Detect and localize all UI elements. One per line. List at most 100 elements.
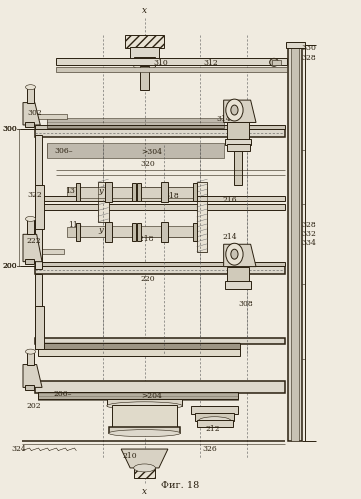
Bar: [197, 420, 232, 427]
Bar: [193, 223, 197, 241]
Bar: [130, 47, 159, 58]
Text: 220: 220: [140, 275, 155, 283]
Bar: [80, 227, 105, 238]
Polygon shape: [224, 100, 256, 122]
Bar: [161, 182, 168, 202]
Text: 214: 214: [223, 234, 238, 242]
Text: 328: 328: [301, 222, 316, 230]
Text: 202: 202: [27, 402, 42, 410]
Text: 306–: 306–: [54, 147, 73, 155]
Bar: [25, 122, 34, 127]
Bar: [98, 182, 109, 222]
Text: 216: 216: [223, 196, 238, 204]
Bar: [98, 182, 109, 222]
Bar: [137, 183, 141, 201]
Text: 312: 312: [204, 59, 219, 67]
Bar: [134, 468, 155, 478]
Bar: [227, 122, 249, 140]
Bar: [168, 227, 193, 238]
Text: 318: 318: [164, 192, 179, 200]
Bar: [197, 182, 208, 251]
Text: 308: 308: [238, 300, 253, 308]
Ellipse shape: [134, 464, 155, 472]
Text: 324: 324: [12, 445, 26, 453]
Bar: [39, 349, 240, 356]
Bar: [47, 143, 224, 158]
Text: 330: 330: [301, 44, 316, 52]
Bar: [39, 343, 240, 350]
Bar: [132, 223, 136, 241]
Bar: [226, 281, 251, 289]
Bar: [35, 114, 67, 119]
Bar: [161, 222, 168, 242]
Bar: [234, 151, 242, 185]
Bar: [107, 399, 182, 406]
Bar: [56, 67, 287, 72]
Bar: [76, 223, 80, 241]
Bar: [56, 58, 287, 65]
Text: >304: >304: [141, 148, 162, 156]
Bar: [35, 381, 285, 393]
Ellipse shape: [231, 105, 238, 115]
Bar: [35, 266, 285, 274]
Bar: [112, 227, 137, 238]
Bar: [25, 259, 34, 264]
Bar: [272, 60, 281, 65]
Bar: [197, 182, 208, 251]
Bar: [67, 227, 208, 237]
Bar: [112, 405, 177, 428]
Bar: [112, 187, 137, 198]
Bar: [35, 185, 44, 230]
Text: 222: 222: [27, 237, 42, 245]
Bar: [105, 182, 112, 202]
Text: 200–: 200–: [3, 262, 21, 270]
Text: 212: 212: [206, 425, 220, 433]
Bar: [76, 183, 80, 201]
Bar: [105, 222, 112, 242]
Bar: [35, 262, 285, 266]
Polygon shape: [23, 235, 42, 261]
Ellipse shape: [231, 249, 238, 259]
Bar: [291, 45, 299, 441]
Bar: [39, 392, 238, 400]
Text: 206–: 206–: [54, 390, 73, 398]
Bar: [226, 139, 251, 145]
Bar: [137, 223, 141, 241]
Text: 300–: 300–: [3, 125, 21, 133]
Bar: [168, 187, 193, 198]
Bar: [136, 187, 161, 198]
Ellipse shape: [270, 58, 278, 66]
Bar: [227, 144, 249, 151]
Bar: [195, 413, 234, 421]
Text: x: x: [142, 487, 147, 496]
Bar: [35, 306, 44, 349]
Bar: [134, 57, 155, 66]
Ellipse shape: [199, 417, 231, 425]
Bar: [35, 129, 285, 137]
Ellipse shape: [134, 63, 155, 69]
Text: –218: –218: [135, 236, 154, 244]
Bar: [67, 187, 208, 197]
Text: 302: 302: [28, 109, 42, 117]
Bar: [35, 338, 285, 344]
Bar: [27, 352, 34, 365]
Polygon shape: [23, 365, 42, 387]
Polygon shape: [224, 244, 256, 266]
Bar: [39, 392, 238, 399]
Text: y: y: [99, 187, 103, 195]
Text: 300–: 300–: [3, 125, 21, 133]
Ellipse shape: [109, 430, 180, 437]
Bar: [191, 406, 238, 414]
Bar: [109, 427, 180, 433]
Bar: [35, 249, 64, 254]
Ellipse shape: [26, 85, 36, 90]
Ellipse shape: [107, 402, 182, 410]
Bar: [27, 220, 34, 235]
Text: 322: 322: [27, 191, 42, 199]
Bar: [140, 66, 149, 90]
Bar: [286, 42, 305, 48]
Polygon shape: [121, 449, 168, 468]
Ellipse shape: [26, 217, 36, 222]
Text: 334: 334: [301, 239, 316, 248]
Bar: [227, 266, 249, 281]
